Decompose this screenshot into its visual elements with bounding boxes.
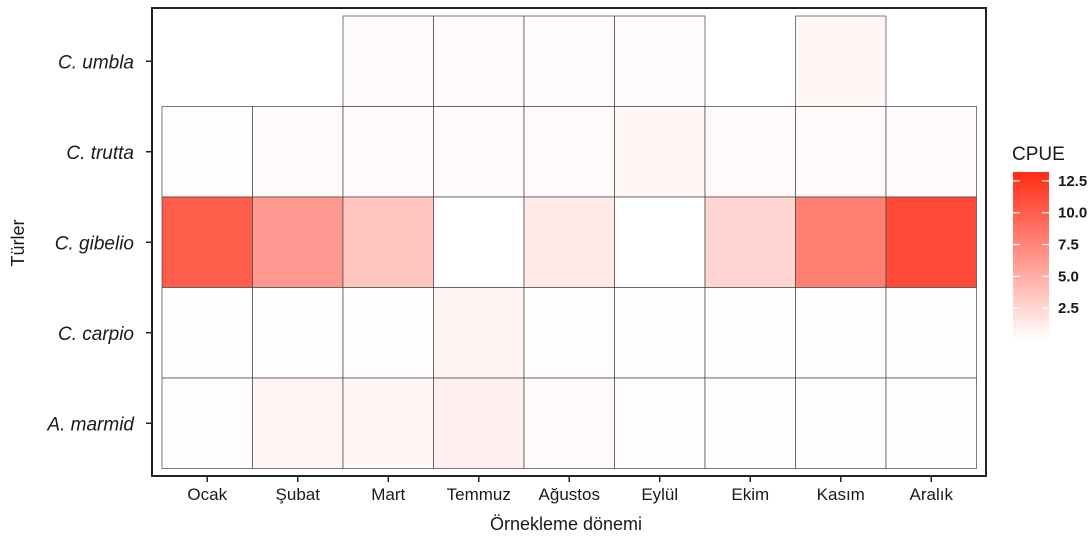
y-tick-label: C. gibelio bbox=[55, 233, 134, 254]
heatmap-cell bbox=[704, 377, 796, 469]
heatmap-cell bbox=[614, 196, 706, 288]
heatmap-cell bbox=[704, 196, 796, 288]
heatmap-cell bbox=[523, 287, 615, 379]
heatmap-cell bbox=[161, 106, 253, 198]
x-tick-label: Ekim bbox=[731, 485, 769, 504]
x-tick-label: Eylül bbox=[641, 485, 678, 504]
heatmap-cell bbox=[433, 287, 525, 379]
legend: CPUE 12.5 10.0 7.5 5.0 2.5 bbox=[1012, 144, 1087, 340]
heatmap-cell bbox=[795, 196, 887, 288]
heatmap-cell bbox=[342, 377, 434, 469]
heatmap-cell bbox=[885, 196, 977, 288]
heatmap-cell bbox=[523, 377, 615, 469]
legend-tick-label: 7.5 bbox=[1058, 237, 1079, 254]
legend-tick-label: 5.0 bbox=[1058, 268, 1079, 285]
heatmap-cell bbox=[885, 287, 977, 379]
legend-tick-label: 10.0 bbox=[1058, 205, 1087, 222]
heatmap-cell bbox=[614, 106, 706, 198]
x-axis: Ocak Şubat Mart Temmuz Ağustos Eylül Ekim Kasım… bbox=[187, 476, 953, 504]
x-tick-label: Ağustos bbox=[539, 485, 600, 504]
legend-tick-label: 2.5 bbox=[1058, 300, 1079, 317]
x-tick-label: Mart bbox=[371, 485, 405, 504]
heatmap-cell bbox=[523, 106, 615, 198]
legend-title: CPUE bbox=[1012, 144, 1065, 165]
heatmap-cell bbox=[704, 106, 796, 198]
legend-tick-label: 12.5 bbox=[1058, 173, 1087, 190]
heatmap-cell bbox=[433, 15, 525, 107]
heatmap-cell bbox=[614, 15, 706, 107]
heatmap-cell bbox=[252, 287, 344, 379]
heatmap-cell bbox=[342, 15, 434, 107]
x-tick-label: Kasım bbox=[817, 485, 865, 504]
heatmap-cell bbox=[795, 287, 887, 379]
heatmap-cell bbox=[614, 377, 706, 469]
heatmap-cells bbox=[161, 15, 977, 469]
heatmap-cell bbox=[161, 377, 253, 469]
heatmap-cell bbox=[795, 106, 887, 198]
x-axis-title: Örnekleme dönemi bbox=[490, 514, 642, 534]
heatmap-cell bbox=[252, 196, 344, 288]
heatmap-cell bbox=[161, 196, 253, 288]
heatmap-cell bbox=[614, 287, 706, 379]
y-tick-label: C. umbla bbox=[58, 52, 134, 73]
y-tick-label: A. marmid bbox=[46, 414, 135, 435]
heatmap-cell bbox=[342, 106, 434, 198]
y-axis-title: Türler bbox=[8, 219, 28, 266]
heatmap-cell bbox=[252, 377, 344, 469]
x-tick-label: Ocak bbox=[187, 485, 227, 504]
legend-colorbar bbox=[1013, 172, 1049, 340]
heatmap-cell bbox=[885, 106, 977, 198]
heatmap-cell bbox=[704, 287, 796, 379]
heatmap-cell bbox=[433, 106, 525, 198]
heatmap-cell bbox=[885, 377, 977, 469]
heatmap-cell bbox=[342, 196, 434, 288]
y-axis: C. umbla C. trutta C. gibelio C. carpio A. m… bbox=[46, 52, 152, 435]
x-tick-label: Aralık bbox=[910, 485, 954, 504]
heatmap-cell bbox=[252, 106, 344, 198]
heatmap-cell bbox=[523, 15, 615, 107]
y-tick-label: C. trutta bbox=[66, 143, 134, 164]
y-tick-label: C. carpio bbox=[58, 324, 134, 345]
heatmap-cell bbox=[795, 15, 887, 107]
heatmap-cell bbox=[523, 196, 615, 288]
heatmap-cell bbox=[433, 196, 525, 288]
heatmap-cell bbox=[342, 287, 434, 379]
x-tick-label: Şubat bbox=[276, 485, 321, 504]
heatmap-cell bbox=[161, 287, 253, 379]
heatmap-cell bbox=[433, 377, 525, 469]
heatmap-cell bbox=[795, 377, 887, 469]
x-tick-label: Temmuz bbox=[447, 485, 511, 504]
